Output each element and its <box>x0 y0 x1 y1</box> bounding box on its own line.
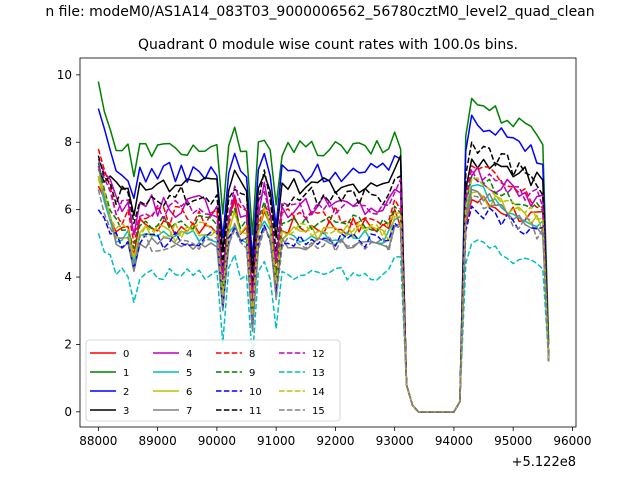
figure-suptitle: n file: modeM0/AS1A14_083T03_9000006562_… <box>45 4 594 20</box>
series-line-6 <box>97 179 550 413</box>
x-offset-label: +5.122e8 <box>512 455 576 470</box>
x-tick-label-90000: 90000 <box>198 434 236 448</box>
series-line-0 <box>97 185 550 413</box>
x-axis: 88000 89000 90000 91000 92000 93000 94000 95000… <box>79 427 592 448</box>
series-line-13 <box>97 233 550 413</box>
legend-label-6: 6 <box>186 387 192 398</box>
legend-label-7: 7 <box>186 406 192 417</box>
chart-title: Quadrant 0 module wise count rates with … <box>138 37 518 53</box>
x-tick-label-89000: 89000 <box>139 434 177 448</box>
x-tick-label-96000: 96000 <box>553 434 591 448</box>
series-line-9 <box>97 162 550 413</box>
legend-label-3: 3 <box>123 406 129 417</box>
legend-label-11: 11 <box>249 406 262 417</box>
legend-label-4: 4 <box>186 349 192 360</box>
series-line-8 <box>97 148 550 413</box>
x-tick-label-93000: 93000 <box>376 434 414 448</box>
series-line-10 <box>97 205 550 413</box>
series-line-2 <box>97 108 550 413</box>
legend-label-0: 0 <box>123 349 129 360</box>
y-tick-label-4: 4 <box>64 270 72 284</box>
legend-label-13: 13 <box>312 368 325 379</box>
legend-box <box>85 339 341 422</box>
x-tick-label-92000: 92000 <box>316 434 354 448</box>
series-line-14 <box>97 175 550 413</box>
legend-label-2: 2 <box>123 387 129 398</box>
y-tick-label-6: 6 <box>64 203 72 217</box>
y-tick-label-10: 10 <box>57 68 72 82</box>
legend-label-8: 8 <box>249 349 255 360</box>
legend-label-5: 5 <box>186 368 192 379</box>
legend-label-1: 1 <box>123 368 129 379</box>
legend-label-14: 14 <box>312 387 325 398</box>
series-line-12 <box>97 165 550 413</box>
x-tick-label-88000: 88000 <box>79 434 117 448</box>
y-tick-label-0: 0 <box>64 405 72 419</box>
plot-frame <box>79 57 577 428</box>
legend-label-12: 12 <box>312 349 325 360</box>
legend-label-10: 10 <box>249 387 262 398</box>
series-line-1 <box>97 81 550 413</box>
y-axis: 0 2 4 6 8 10 <box>57 68 80 419</box>
legend-label-9: 9 <box>249 368 255 379</box>
y-tick-label-8: 8 <box>64 135 72 149</box>
legend-label-15: 15 <box>312 406 325 417</box>
x-tick-label-91000: 91000 <box>257 434 295 448</box>
x-tick-label-95000: 95000 <box>494 434 532 448</box>
series-line-15 <box>97 189 550 413</box>
series-line-7 <box>97 165 550 413</box>
y-tick-label-2: 2 <box>64 337 72 351</box>
x-tick-label-94000: 94000 <box>435 434 473 448</box>
series-line-3 <box>97 154 550 413</box>
series-layer <box>97 81 550 413</box>
series-line-11 <box>97 141 550 413</box>
